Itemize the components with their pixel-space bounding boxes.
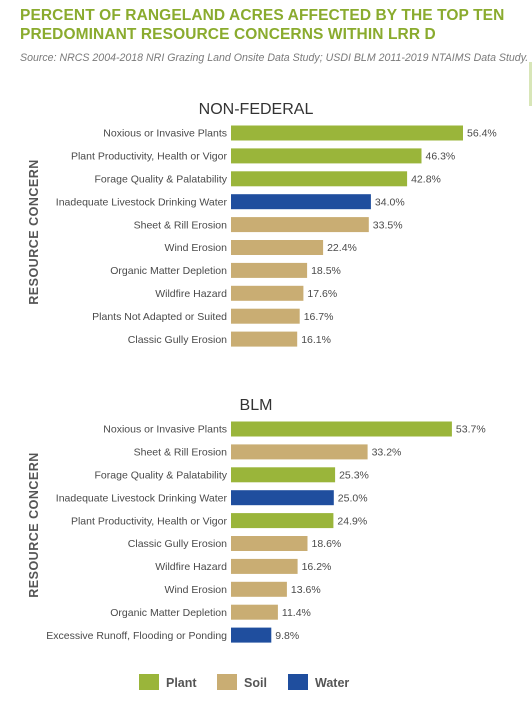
blm-value-label: 18.6% (312, 538, 342, 550)
non-federal-value-label: 18.5% (311, 265, 341, 277)
non-federal-category-label: Noxious or Invasive Plants (103, 128, 227, 140)
non-federal-bar (231, 194, 371, 210)
non-federal-bar (231, 171, 408, 187)
blm-value-label: 24.9% (337, 515, 367, 527)
blm-bar (231, 536, 308, 551)
chart-source: Source: NRCS 2004-2018 NRI Grazing Land … (20, 52, 529, 64)
non-federal-bar (231, 240, 324, 255)
non-federal-bar (231, 285, 304, 301)
non-federal-value-label: 33.5% (373, 219, 403, 231)
blm-category-label: Inadequate Livestock Drinking Water (56, 492, 228, 504)
blm-bar (231, 490, 334, 506)
non-federal-value-label: 17.6% (307, 288, 337, 300)
blm-value-label: 11.4% (282, 607, 311, 619)
non-federal-value-label: 56.4% (467, 128, 497, 140)
legend-swatch-water (288, 674, 308, 690)
blm-bar (231, 627, 272, 643)
chart-title: PERCENT OF RANGELAND ACRES AFFECTED BY T… (20, 7, 505, 43)
blm-category-label: Organic Matter Depletion (110, 607, 227, 619)
blm-bar (231, 421, 452, 437)
blm-value-label: 53.7% (456, 424, 486, 436)
non-federal-bar (231, 331, 298, 347)
blm-category-label: Excessive Runoff, Flooding or Ponding (46, 630, 227, 642)
blm-value-label: 9.8% (275, 630, 299, 642)
non-federal-bar (231, 262, 308, 278)
blm-axis-label: RESOURCE CONCERN (27, 452, 41, 598)
non-federal-value-label: 16.1% (301, 334, 331, 346)
non-federal-value-label: 42.8% (411, 174, 441, 186)
non-federal-panel-title: NON-FEDERAL (199, 101, 314, 118)
blm-category-label: Wildfire Hazard (155, 561, 227, 573)
non-federal-category-label: Sheet & Rill Erosion (134, 219, 228, 231)
non-federal-category-label: Plants Not Adapted or Suited (92, 311, 227, 323)
non-federal-bar (231, 125, 463, 141)
side-accent (529, 62, 532, 106)
blm-category-label: Classic Gully Erosion (128, 538, 227, 550)
legend-label-plant: Plant (166, 676, 197, 690)
legend-label-water: Water (315, 676, 349, 690)
blm-panel-title: BLM (240, 397, 273, 414)
non-federal-value-label: 34.0% (375, 196, 405, 208)
non-federal-category-label: Wildfire Hazard (155, 288, 227, 300)
non-federal-value-label: 46.3% (426, 151, 456, 163)
blm-bar (231, 513, 334, 529)
non-federal-category-label: Classic Gully Erosion (128, 334, 227, 346)
non-federal-value-label: 16.7% (304, 311, 334, 323)
blm-value-label: 13.6% (291, 584, 321, 596)
blm-bar (231, 581, 287, 597)
blm-bar (231, 558, 298, 574)
legend-swatch-plant (139, 674, 159, 690)
non-federal-category-label: Inadequate Livestock Drinking Water (56, 196, 228, 208)
non-federal-bar (231, 308, 300, 324)
non-federal-category-label: Wind Erosion (165, 242, 228, 254)
non-federal-category-label: Forage Quality & Palatability (95, 174, 228, 186)
non-federal-category-label: Plant Productivity, Health or Vigor (71, 151, 228, 163)
blm-category-label: Sheet & Rill Erosion (134, 447, 228, 459)
blm-value-label: 16.2% (302, 561, 332, 573)
blm-category-label: Plant Productivity, Health or Vigor (71, 515, 228, 527)
blm-value-label: 25.3% (339, 470, 369, 482)
non-federal-bar (231, 217, 369, 233)
blm-category-label: Wind Erosion (165, 584, 228, 596)
blm-bar (231, 604, 278, 620)
blm-value-label: 25.0% (338, 492, 368, 504)
blm-bar (231, 444, 368, 460)
blm-category-label: Noxious or Invasive Plants (103, 424, 227, 436)
legend-swatch-soil (217, 674, 237, 690)
legend-label-soil: Soil (244, 676, 267, 690)
non-federal-category-label: Organic Matter Depletion (110, 265, 227, 277)
blm-category-label: Forage Quality & Palatability (95, 470, 228, 482)
non-federal-axis-label: RESOURCE CONCERN (27, 159, 41, 305)
non-federal-bar (231, 148, 422, 164)
blm-value-label: 33.2% (372, 447, 402, 459)
non-federal-value-label: 22.4% (327, 242, 357, 254)
blm-bar (231, 467, 336, 483)
